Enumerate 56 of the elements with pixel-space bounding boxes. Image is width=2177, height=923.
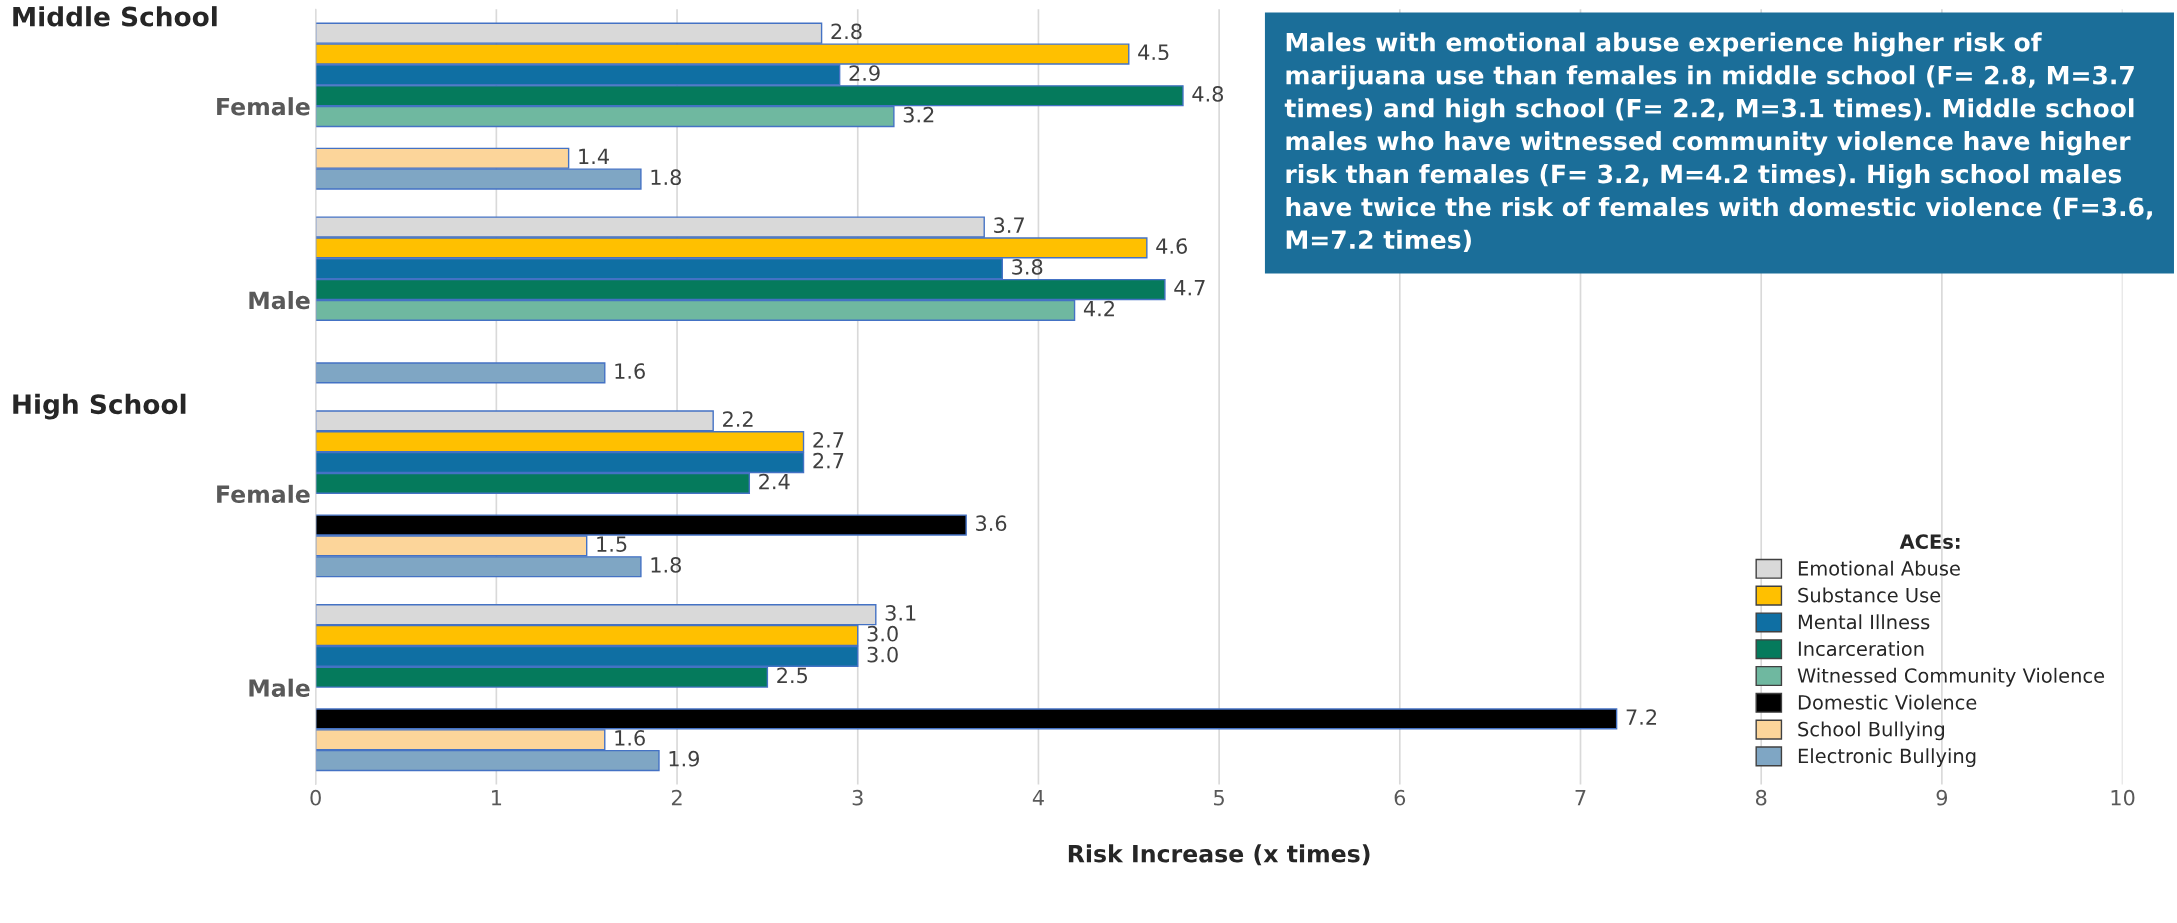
y-tick-label: Male [249,678,310,697]
legend-label: Emotional Abuse [1798,560,1960,576]
x-tick-label: 10 [2111,789,2135,806]
legend-label: Domestic Violence [1798,694,1977,710]
x-tick-label: 9 [1936,789,1948,806]
data-label: 2.7 [813,432,844,448]
x-tick-label: 5 [1214,790,1224,806]
y-tick-label: Male [249,291,310,310]
x-tick-label: 0 [310,789,321,806]
data-label: 2.4 [759,473,790,490]
data-label: 4.8 [1192,86,1224,102]
x-tick-label: 2 [671,789,682,806]
x-axis-title: Risk Increase (x times) [1068,844,1370,866]
data-label: 3.7 [994,217,1024,234]
data-label: 1.5 [597,536,627,552]
data-label: 3.2 [903,106,934,123]
legend-label: Substance Use [1798,587,1941,603]
data-label: 3.0 [867,646,898,663]
data-label: 3.8 [1012,259,1043,275]
x-tick-label: 3 [852,789,863,806]
annotation: Males with emotional abuse experience higher risk of marijuana use than females in middle school (F= 2.8, M=3.7 times) and high school (F= 2.2, M=3.1 times). Middle school males who have witnessed community violence have higher risk than females (F= 3.2, M=4.2 times). High school males have twice the risk of females with domestic violence (F=3.6, M=7.2 times) [1284,32,2152,253]
bar [315,362,606,384]
data-label: 3.6 [976,515,1007,532]
legend-label: School Bullying [1798,721,1945,741]
legend-label: Electronic Bullying [1798,748,1976,768]
data-label: 2.2 [723,411,753,427]
data-label: 4.5 [1138,44,1169,61]
x-tick-label: 1 [492,790,502,806]
x-tick-label: 6 [1394,789,1406,806]
data-label: 1.9 [669,750,699,767]
data-label: 4.7 [1174,280,1205,296]
data-label: 4.2 [1083,300,1114,317]
data-label: 1.4 [579,148,609,164]
data-label: 2.9 [849,65,880,81]
legend-label: Incarceration [1798,641,1924,657]
x-tick-label: 8 [1755,789,1767,806]
data-label: 7.2 [1626,709,1657,725]
x-tick-label: 4 [1032,790,1044,806]
data-label: 1.6 [615,363,645,379]
data-label: 4.6 [1156,238,1187,254]
data-label: 3.1 [885,604,916,621]
legend-title: ACEs: [1899,534,1960,549]
x-tick-label: 7 [1575,790,1586,806]
data-label: 1.6 [615,730,645,746]
y-tick-label: Female [217,484,310,504]
data-label: 3.0 [867,625,898,642]
text: High School [13,393,186,420]
data-label: 1.8 [651,557,681,573]
data-label: 2.7 [813,452,844,469]
legend-label: Witnessed Community Violence [1797,667,2105,687]
data-label: 2.5 [777,667,808,684]
text: Middle School [13,6,217,27]
legend-label: Mental Illness [1798,614,1930,630]
y-tick-label: Female [217,97,310,116]
data-label: 1.8 [651,169,681,186]
data-label: 2.8 [831,23,862,40]
